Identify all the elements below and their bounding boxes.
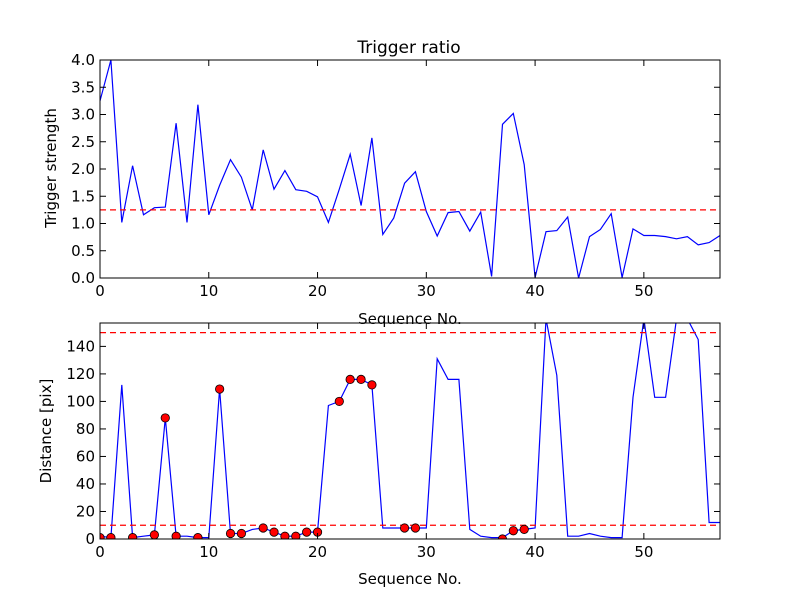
bottom-marker-point [128, 533, 138, 539]
bottom-x-tick-label: 30 [417, 543, 436, 561]
bottom-x-tick-label: 0 [95, 543, 105, 561]
bottom-x-tick-label: 50 [634, 543, 653, 561]
top-plot-area [100, 60, 720, 278]
bottom-marker-point [399, 523, 410, 533]
bottom-ylabel: Distance [pix] [37, 379, 55, 484]
bottom-marker-point [269, 527, 279, 537]
top-x-tick-label: 30 [417, 282, 436, 300]
top-y-tick-label: 1.0 [71, 215, 95, 233]
bottom-marker-point [160, 413, 170, 423]
bottom-plot-area [100, 323, 720, 539]
top-x-tick-label: 50 [634, 282, 653, 300]
top-x-tick-label: 0 [95, 282, 105, 300]
top-y-tick-label: 2.5 [71, 133, 95, 151]
bottom-marker-point [236, 528, 247, 539]
top-series-line [100, 60, 720, 278]
bottom-marker-point [508, 526, 518, 536]
top-y-tick-label: 3.0 [71, 106, 95, 124]
top-x-tick-label: 20 [308, 282, 327, 300]
top-xlabel: Sequence No. [358, 310, 462, 328]
bottom-axes-frame [99, 322, 721, 540]
bottom-x-tick-label: 10 [199, 543, 218, 561]
bottom-y-tick-label: 0 [85, 530, 95, 548]
bottom-axis-ticks: 0 10 20 30 40 50 0 20 40 60 80 100 120 140 [66, 323, 720, 561]
bottom-y-tick-label: 60 [76, 447, 95, 465]
bottom-y-tick-label: 20 [76, 502, 95, 520]
bottom-y-tick-label: 140 [66, 337, 95, 355]
bottom-marker-point [410, 523, 421, 533]
bottom-series-line [100, 323, 720, 539]
bottom-marker-point [291, 531, 301, 539]
bottom-y-tick-label: 100 [66, 392, 95, 410]
top-chart: Trigger ratio Trigger strength Sequence … [42, 38, 721, 328]
bottom-marker-point [106, 533, 116, 539]
bottom-chart: Distance [pix] Sequence No. 0 10 20 30 40 500… [37, 322, 721, 588]
bottom-x-tick-label: 40 [526, 543, 545, 561]
bottom-marker-point [519, 524, 529, 534]
bottom-x-tick-label: 20 [308, 543, 327, 561]
top-axes-frame [99, 59, 721, 279]
bottom-marker-point [149, 530, 159, 539]
bottom-marker-point [334, 396, 344, 407]
top-x-tick-label: 40 [526, 282, 545, 300]
bottom-marker-point [356, 374, 366, 385]
top-axis-ticks: 0 10 20 30 40 50 0.0 0.5 1.0 1.5 2.0 2.5 3.0 3.5 4.0 [71, 51, 720, 300]
top-y-tick-label: 2.0 [71, 160, 95, 178]
bottom-y-tick-label: 120 [66, 365, 95, 383]
top-y-tick-label: 0.5 [71, 242, 95, 260]
bottom-marker-point [225, 528, 236, 539]
top-x-tick-label: 10 [199, 282, 218, 300]
bottom-marker-point [345, 374, 355, 385]
bottom-marker-point [193, 533, 203, 539]
bottom-marker-point [171, 531, 181, 539]
top-y-tick-label: 4.0 [71, 51, 95, 69]
bottom-y-tick-label: 80 [76, 420, 95, 438]
bottom-y-tick-label: 40 [76, 475, 95, 493]
top-y-tick-label: 1.5 [71, 187, 95, 205]
bottom-marker-point [215, 384, 225, 394]
top-y-tick-label: 3.5 [71, 78, 95, 96]
bottom-marker-point [367, 380, 377, 390]
top-y-tick-label: 0.0 [71, 269, 95, 287]
chart-title: Trigger ratio [356, 38, 460, 58]
bottom-marker-point [280, 531, 290, 539]
bottom-xlabel: Sequence No. [358, 570, 462, 588]
top-ylabel: Trigger strength [42, 108, 60, 229]
bottom-marker-point [302, 527, 312, 537]
bottom-marker-point [258, 523, 268, 533]
